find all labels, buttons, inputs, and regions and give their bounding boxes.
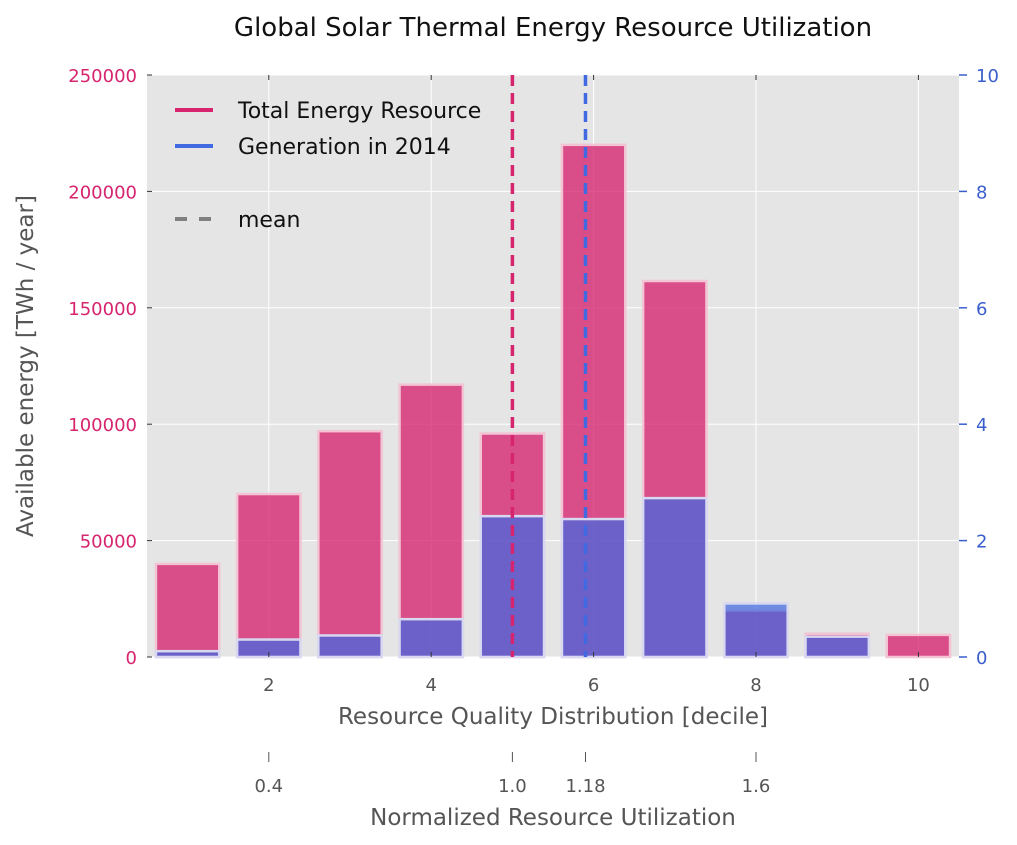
x2-tick-label: 1.18 bbox=[565, 776, 605, 797]
chart-title: Global Solar Thermal Energy Resource Uti… bbox=[234, 13, 872, 43]
generation-bar bbox=[398, 617, 465, 659]
y2-tick-label: 0 bbox=[976, 648, 987, 669]
y2-tick-label: 4 bbox=[976, 415, 987, 436]
x-tick-label: 4 bbox=[425, 675, 436, 696]
x-tick-label: 6 bbox=[588, 675, 599, 696]
y2-tick-label: 8 bbox=[976, 182, 987, 203]
y2-tick-label: 6 bbox=[976, 299, 987, 320]
generation-bar bbox=[723, 602, 789, 659]
x2-tick-label: 1.6 bbox=[742, 776, 771, 797]
generation-bar bbox=[154, 649, 221, 659]
x2-tick-label: 1.0 bbox=[498, 776, 527, 797]
legend-label: Total Energy Resource bbox=[237, 99, 481, 124]
axes: 0 50000 100000 150000 200000 250000 0 2 4 6 8 10 2 4 6… bbox=[68, 66, 999, 797]
total-energy-bar bbox=[154, 562, 221, 659]
x-tick-label: 10 bbox=[907, 675, 930, 696]
total-energy-bar bbox=[398, 383, 465, 659]
y-axis-label: Available energy [TWh / year] bbox=[13, 195, 39, 537]
y-tick-label: 0 bbox=[126, 648, 137, 669]
legend: Total Energy Resource Generation in 2014 m… bbox=[175, 99, 481, 233]
generation-bar bbox=[641, 496, 708, 659]
legend-label: Generation in 2014 bbox=[238, 135, 451, 160]
legend-label: mean bbox=[238, 208, 300, 233]
generation-bar bbox=[317, 634, 383, 659]
x-axis-label: Resource Quality Distribution [decile] bbox=[338, 704, 768, 730]
x-tick-label: 8 bbox=[750, 675, 761, 696]
generation-bar bbox=[560, 517, 627, 659]
y-tick-label: 50000 bbox=[80, 532, 137, 553]
x-tick-label: 2 bbox=[263, 675, 274, 696]
x2-tick-label: 0.4 bbox=[254, 776, 283, 797]
y-tick-label: 250000 bbox=[68, 66, 137, 87]
y2-tick-label: 10 bbox=[976, 66, 999, 87]
secondary-x-axis-label: Normalized Resource Utilization bbox=[370, 805, 736, 831]
total-energy-bar bbox=[235, 492, 302, 659]
y2-tick-label: 2 bbox=[976, 532, 987, 553]
y-tick-label: 100000 bbox=[68, 415, 137, 436]
total-energy-bar bbox=[317, 429, 383, 659]
y-tick-label: 150000 bbox=[68, 299, 137, 320]
mean-lines bbox=[510, 75, 588, 657]
y-tick-label: 200000 bbox=[68, 182, 137, 203]
generation-bar bbox=[804, 635, 871, 659]
